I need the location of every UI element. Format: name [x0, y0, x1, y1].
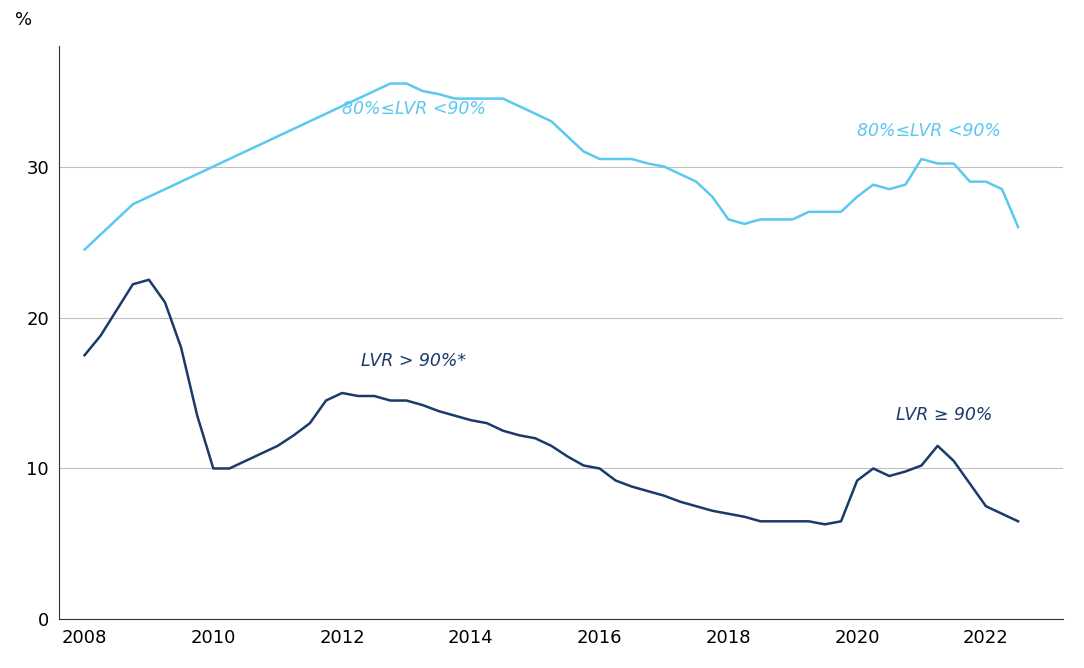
Text: LVR ≥ 90%: LVR ≥ 90% — [895, 406, 992, 424]
Text: 80%≤LVR <90%: 80%≤LVR <90% — [857, 122, 1001, 140]
Y-axis label: %: % — [15, 11, 33, 29]
Text: LVR > 90%*: LVR > 90%* — [361, 352, 466, 370]
Text: 80%≤LVR <90%: 80%≤LVR <90% — [343, 100, 486, 118]
